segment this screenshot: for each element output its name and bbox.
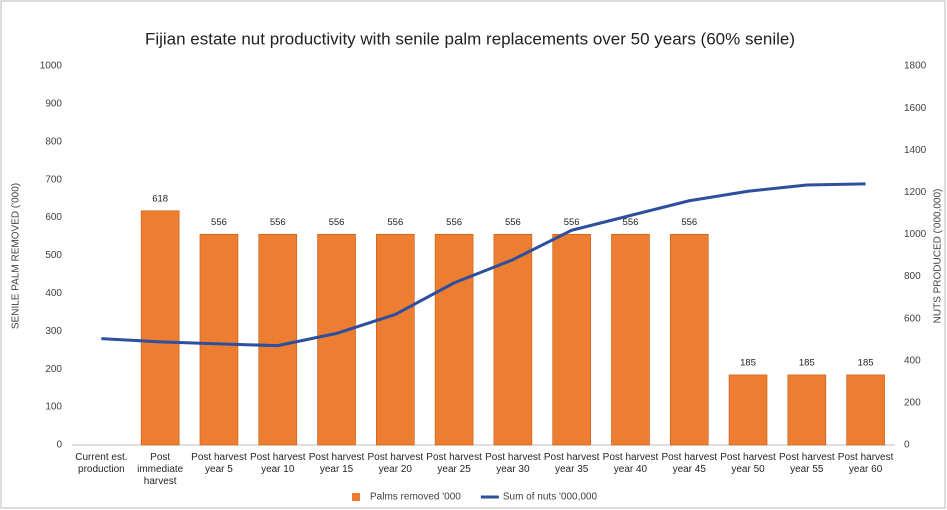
data-label: 185 [858, 357, 874, 368]
bar [728, 374, 768, 446]
bar [787, 374, 827, 446]
data-label: 556 [329, 217, 345, 228]
y2-tick-label: 800 [904, 271, 921, 282]
y-tick-label: 500 [45, 250, 62, 261]
y-tick-label: 800 [45, 136, 62, 147]
x-tick-label: Post immediate harvest [137, 452, 184, 487]
data-label: 185 [740, 357, 756, 368]
x-tick-label: Post harvest year 20 [367, 452, 424, 475]
y-tick-label: 600 [45, 212, 62, 223]
data-label: 185 [799, 357, 815, 368]
y-tick-label: 400 [45, 288, 62, 299]
x-tick-label: Post harvest year 35 [543, 452, 600, 475]
chart-title: Fijian estate nut productivity with seni… [145, 29, 795, 48]
bar [669, 233, 709, 446]
x-tick-label: Post harvest year 30 [485, 452, 541, 475]
y2-tick-label: 1400 [904, 145, 927, 156]
bar [552, 233, 591, 446]
y2-tick-label: 0 [904, 440, 910, 451]
bar [493, 233, 533, 446]
bar [376, 233, 415, 446]
y-tick-label: 1000 [40, 61, 63, 72]
y2-tick-label: 400 [904, 355, 921, 366]
data-label: 556 [270, 217, 286, 228]
bar [140, 210, 180, 446]
bar [317, 233, 356, 446]
y-tick-label: 0 [56, 440, 62, 451]
bar [434, 233, 474, 446]
x-tick-label: Post harvest year 40 [602, 452, 659, 475]
x-tick-label: Post harvest year 15 [308, 452, 365, 475]
bar [258, 233, 298, 446]
y2-tick-label: 1600 [904, 103, 927, 114]
bar [846, 374, 885, 446]
line [101, 182, 866, 348]
y-tick-label: 200 [45, 364, 62, 375]
data-label: 556 [446, 217, 462, 228]
x-tick-label: Current est. production [75, 452, 128, 475]
x-tick-label: Post harvest year 5 [191, 452, 247, 475]
data-label: 556 [505, 217, 521, 228]
legend-label: Sum of nuts '000,000 [503, 492, 598, 503]
x-tick-label: Post harvest year 45 [661, 452, 718, 475]
y2-tick-label: 1200 [904, 187, 927, 198]
y-tick-label: 700 [45, 174, 62, 185]
x-tick-label: Post harvest year 10 [249, 452, 306, 475]
x-tick-label: Post harvest year 60 [837, 452, 894, 475]
y-tick-label: 100 [45, 402, 62, 413]
data-label: 556 [681, 217, 697, 228]
data-label: 556 [623, 217, 639, 228]
legend-label: Palms removed '000 [370, 492, 461, 503]
y2-tick-label: 600 [904, 313, 921, 324]
y-tick-label: 900 [45, 99, 62, 110]
data-label: 556 [211, 217, 227, 228]
y2-tick-label: 1000 [904, 229, 927, 240]
data-label: 618 [152, 193, 168, 204]
y-tick-label: 300 [45, 326, 62, 337]
bar [611, 233, 650, 446]
bar [199, 233, 239, 446]
data-label: 556 [387, 217, 403, 228]
y-axis-title: SENILE PALM REMOVED ('000) [11, 183, 22, 329]
y2-tick-label: 1800 [904, 61, 927, 72]
x-tick-label: Post harvest year 25 [426, 452, 482, 475]
y2-tick-label: 200 [904, 398, 921, 409]
data-label: 556 [564, 217, 580, 228]
y2-axis-title: NUTS PRODUCED ('000,000) [933, 189, 944, 324]
legend-swatch [352, 493, 360, 501]
x-tick-label: Post harvest year 55 [779, 452, 835, 475]
x-tick-label: Post harvest year 50 [720, 452, 776, 475]
